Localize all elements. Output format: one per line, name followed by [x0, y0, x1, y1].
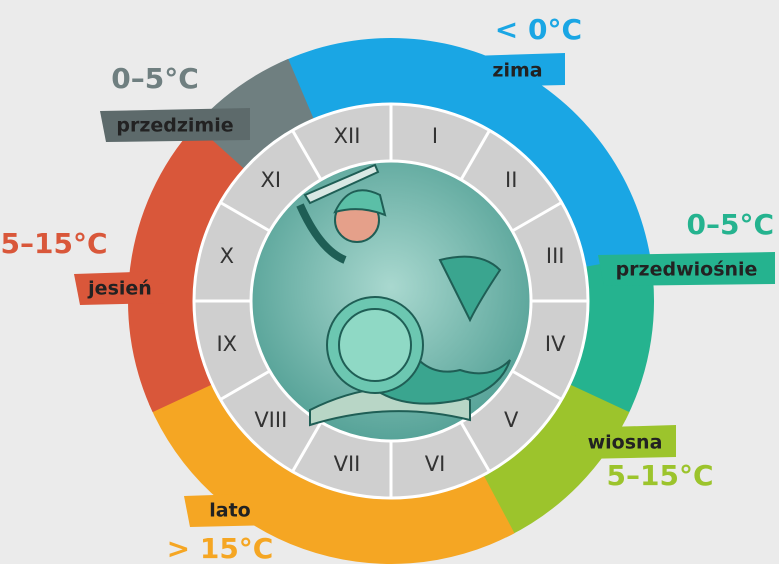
season-name: wiosna	[588, 432, 663, 454]
season-name: przedwiośnie	[616, 259, 758, 281]
season-name: zima	[492, 60, 542, 82]
season-name: lato	[209, 500, 250, 522]
season-temperature: 5–15°C	[607, 459, 714, 492]
month-label: XI	[260, 168, 281, 192]
month-label: I	[432, 124, 438, 148]
month-label: IV	[545, 332, 566, 356]
month-label: XII	[334, 124, 361, 148]
season-name: przedzimie	[116, 115, 233, 137]
month-label: V	[504, 408, 519, 432]
season-name: jesień	[87, 278, 152, 300]
season-temperature: 0–5°C	[686, 208, 774, 241]
season-temperature: 5–15°C	[1, 227, 108, 260]
month-label: IX	[216, 332, 237, 356]
month-label: II	[505, 168, 517, 192]
season-temperature: > 15°C	[167, 532, 274, 564]
month-label: X	[220, 244, 234, 268]
month-label: III	[546, 244, 565, 268]
season-temperature: 0–5°C	[111, 62, 199, 95]
month-label: VI	[425, 452, 446, 476]
month-label: VIII	[254, 408, 287, 432]
season-wheel: IIIIIIIVVVIVIIVIIIIXXXIXII zima< 0°Cprze…	[0, 0, 779, 564]
season-temperature: < 0°C	[495, 13, 582, 46]
month-label: VII	[334, 452, 361, 476]
